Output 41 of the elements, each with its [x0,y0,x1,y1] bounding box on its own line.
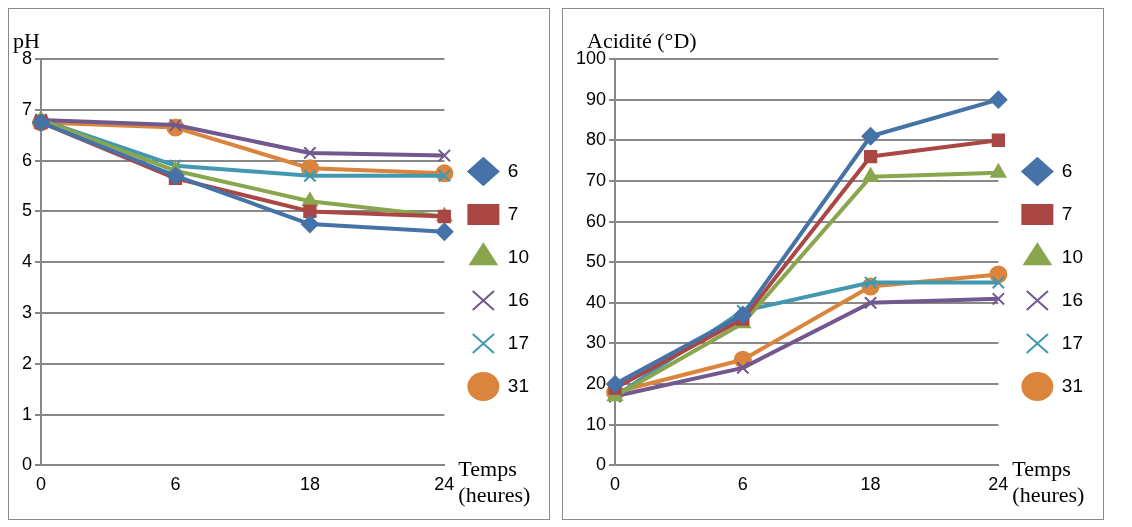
y-tick-label: 40 [586,291,607,312]
x-axis-title: Temps (heures) [1012,456,1085,508]
legend-label: 6 [1061,159,1073,181]
legend-label: 16 [1061,288,1084,310]
x-tick-label: 0 [610,474,621,495]
y-tick-label: 5 [22,200,33,221]
legend-label: 17 [507,331,530,353]
x-axis-title: Temps (heures) [458,456,531,508]
x-tick-label: 18 [860,474,881,495]
y-tick-label: 0 [596,454,607,475]
y-tick-label: 10 [586,413,607,434]
legend-label: 7 [507,202,519,224]
y-tick-label: 50 [586,251,607,272]
y-tick-label: 90 [586,88,607,109]
y-tick-label: 3 [22,301,33,322]
x-tick-label: 18 [299,474,320,495]
x-tick-label: 24 [988,474,1009,495]
legend-label: 7 [1061,202,1073,224]
y-tick-label: 80 [586,129,607,150]
y-tick-label: 2 [22,352,33,373]
legend-label: 10 [507,245,530,267]
legend-label: 6 [507,159,519,181]
y-tick-label: 1 [22,403,33,424]
y-tick-label: 100 [575,47,607,68]
y-tick-label: 70 [586,169,607,190]
x-tick-label: 6 [170,474,181,495]
x-tick-label: 0 [36,474,47,495]
y-tick-label: 60 [586,210,607,231]
y-tick-label: 4 [22,251,33,272]
y-tick-label: 6 [22,149,33,170]
legend-label: 17 [1061,331,1084,353]
y-tick-label: 30 [586,332,607,353]
x-tick-label: 24 [434,474,455,495]
legend-label: 31 [1061,374,1084,396]
legend-label: 31 [507,374,530,396]
y-tick-label: 20 [586,373,607,394]
y-tick-label: 0 [22,454,33,475]
x-tick-label: 6 [737,474,748,495]
legend-label: 16 [507,288,530,310]
y-tick-label: 7 [22,98,33,119]
legend-label: 10 [1061,245,1084,267]
